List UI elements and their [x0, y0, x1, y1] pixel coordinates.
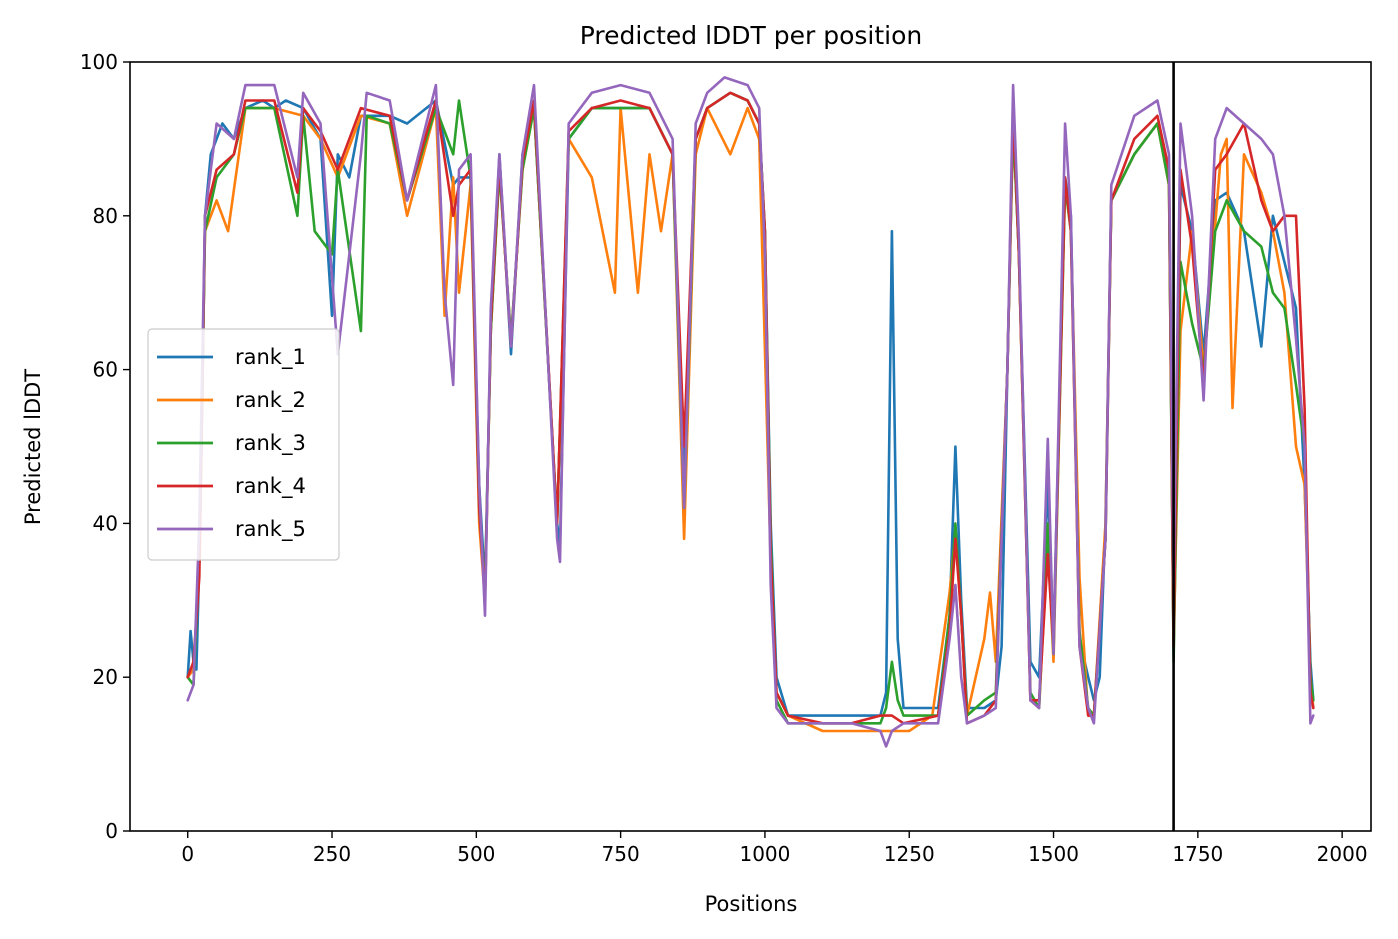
legend-label-rank-4: rank_4: [235, 474, 306, 499]
x-tick-label: 500: [457, 842, 495, 866]
x-tick-label: 1000: [739, 842, 790, 866]
x-axis: 0 250 500 750 1000 1250 1500 1750 2000: [181, 831, 1368, 866]
y-tick-label: 100: [80, 50, 118, 74]
x-tick-label: 1750: [1172, 842, 1223, 866]
x-tick-label: 0: [181, 842, 194, 866]
legend-label-rank-5: rank_5: [235, 517, 306, 542]
x-tick-label: 2000: [1317, 842, 1368, 866]
y-tick-label: 60: [93, 358, 118, 382]
x-axis-label: Positions: [705, 892, 798, 916]
series-line-rank-5: [186, 76, 1315, 748]
legend-box: [147, 328, 340, 561]
legend-label-rank-1: rank_1: [235, 345, 306, 370]
series-layer: [186, 76, 1315, 748]
x-tick-label: 750: [602, 842, 640, 866]
x-tick-label: 1500: [1028, 842, 1079, 866]
y-tick-label: 40: [93, 511, 118, 535]
legend: rank_1 rank_2 rank_3 rank_4 rank_5: [147, 328, 340, 561]
chart-title: Predicted lDDT per position: [580, 21, 922, 50]
y-tick-label: 80: [93, 204, 118, 228]
y-tick-label: 20: [93, 665, 118, 689]
x-tick-label: 250: [313, 842, 351, 866]
legend-label-rank-2: rank_2: [235, 388, 306, 413]
legend-label-rank-3: rank_3: [235, 431, 306, 456]
y-axis-label: Predicted lDDT: [21, 369, 45, 525]
y-tick-label: 0: [105, 819, 118, 843]
y-axis: 0 20 40 60 80 100: [80, 50, 130, 843]
x-tick-label: 1250: [884, 842, 935, 866]
plot-frame: [129, 61, 1372, 832]
